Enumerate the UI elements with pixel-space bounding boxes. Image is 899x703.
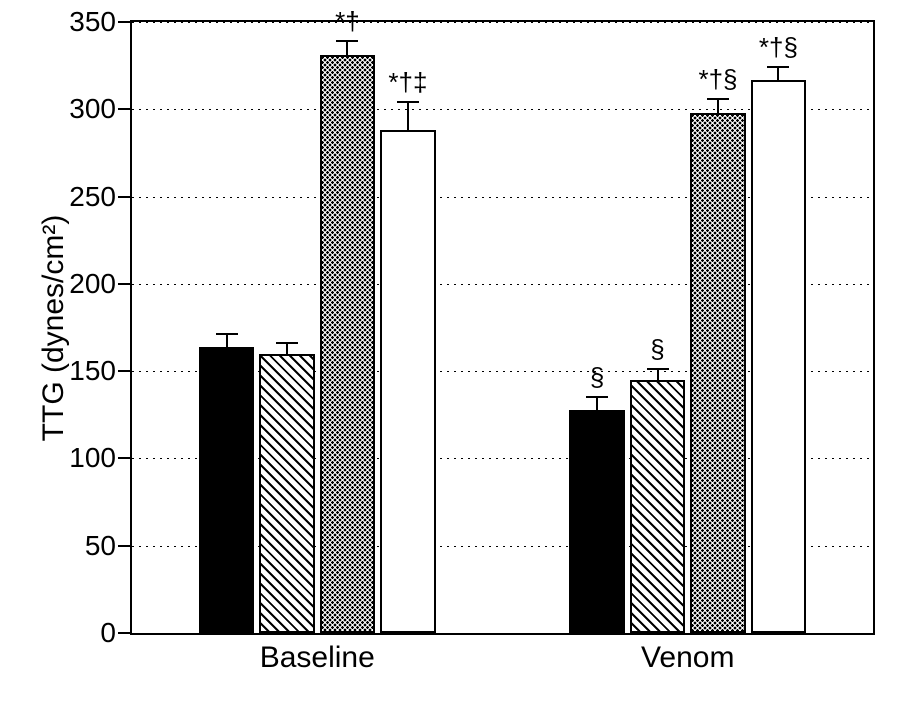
error-cap xyxy=(397,101,419,103)
y-tick xyxy=(118,370,130,372)
error-bar xyxy=(777,67,779,79)
y-tick xyxy=(118,283,130,285)
significance-label: § xyxy=(590,362,604,393)
y-axis-title: TTG (dynes/cm²) xyxy=(37,214,71,441)
y-tick-label: 200 xyxy=(69,268,116,300)
y-tick-label: 300 xyxy=(69,93,116,125)
x-tick-label: Baseline xyxy=(260,641,375,675)
significance-label: § xyxy=(650,334,664,365)
grid-line xyxy=(132,633,873,634)
error-cap xyxy=(276,342,298,344)
y-tick xyxy=(118,457,130,459)
chart-container: TTG (dynes/cm²) 0 50 100 150 200 250 300 350 Bas… xyxy=(0,0,899,703)
error-cap xyxy=(707,98,729,100)
y-tick-label: 150 xyxy=(69,355,116,387)
bar xyxy=(199,347,255,633)
y-tick-label: 250 xyxy=(69,181,116,213)
y-tick-label: 50 xyxy=(85,530,116,562)
error-bar xyxy=(286,343,288,353)
bar: *†§ xyxy=(751,80,807,633)
error-bar xyxy=(657,369,659,379)
error-cap xyxy=(647,368,669,370)
error-bar xyxy=(717,99,719,113)
y-tick xyxy=(118,196,130,198)
bar xyxy=(259,354,315,633)
error-bar xyxy=(407,102,409,130)
error-cap xyxy=(216,333,238,335)
y-tick xyxy=(118,108,130,110)
bar: *†§ xyxy=(690,113,746,633)
bar: *†‡ xyxy=(380,130,436,633)
significance-label: *†§ xyxy=(759,32,798,63)
error-bar xyxy=(226,334,228,346)
bar-group: *†*†‡ xyxy=(199,22,436,633)
error-bar xyxy=(596,397,598,409)
y-tick xyxy=(118,21,130,23)
error-cap xyxy=(767,66,789,68)
plot-area: TTG (dynes/cm²) 050100150200250300350Bas… xyxy=(130,20,875,635)
bar: § xyxy=(569,410,625,633)
bar: *† xyxy=(320,55,376,633)
bar-group: §§*†§*†§ xyxy=(569,22,806,633)
bar: § xyxy=(630,380,686,633)
significance-label: *† xyxy=(335,6,360,37)
error-bar xyxy=(346,41,348,55)
significance-label: *†§ xyxy=(698,64,737,95)
error-cap xyxy=(336,40,358,42)
y-tick xyxy=(118,632,130,634)
y-tick xyxy=(118,545,130,547)
x-tick-label: Venom xyxy=(641,641,734,675)
significance-label: *†‡ xyxy=(388,67,427,98)
error-cap xyxy=(586,396,608,398)
y-tick-label: 350 xyxy=(69,6,116,38)
y-tick-label: 0 xyxy=(100,617,116,649)
y-tick-label: 100 xyxy=(69,442,116,474)
